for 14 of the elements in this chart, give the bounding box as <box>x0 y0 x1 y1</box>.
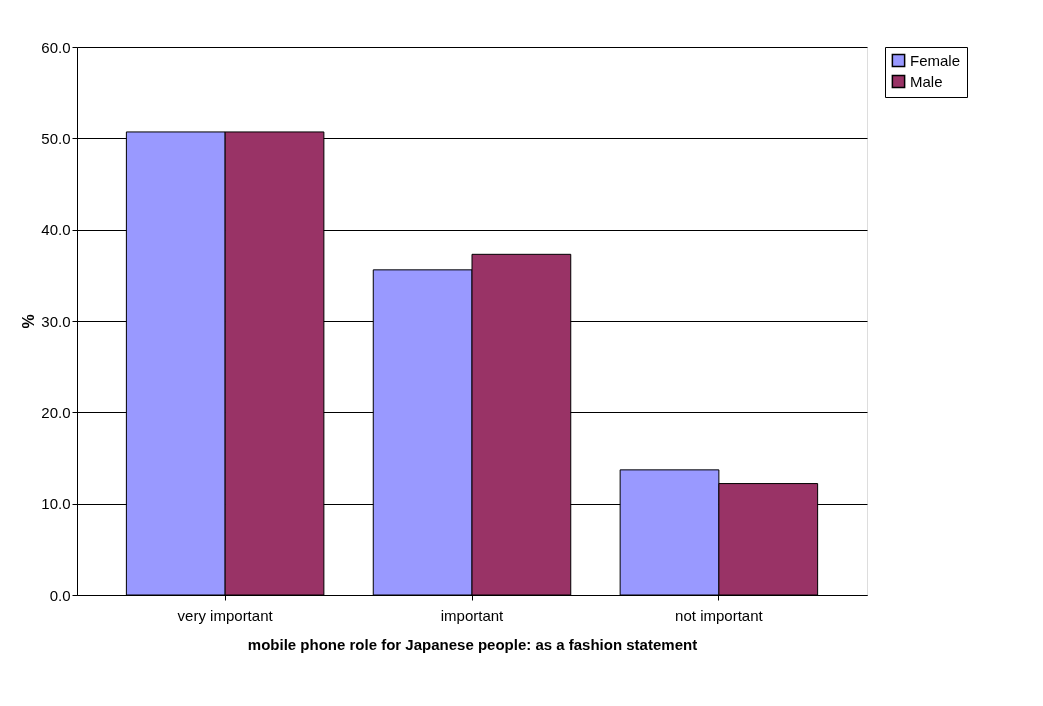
y-tick-label: 60.0 <box>41 38 71 56</box>
y-tick-label: 50.0 <box>41 129 71 147</box>
x-axis-title: mobile phone role for Japanese people: as a fashion statement <box>247 635 698 653</box>
x-tick-label: important <box>440 606 505 624</box>
y-tick-label: 30.0 <box>41 312 71 330</box>
x-tick-label: very important <box>177 606 274 624</box>
y-tick-label: 40.0 <box>41 221 71 239</box>
y-tick-label: 10.0 <box>41 495 71 513</box>
y-tick-label: 20.0 <box>41 403 71 421</box>
y-tick-label: 0.0 <box>49 586 71 604</box>
x-tick-label: not important <box>675 606 764 624</box>
legend-label: Male <box>910 72 943 90</box>
legend-label: Female <box>910 51 961 69</box>
y-axis-title: % <box>20 314 38 329</box>
